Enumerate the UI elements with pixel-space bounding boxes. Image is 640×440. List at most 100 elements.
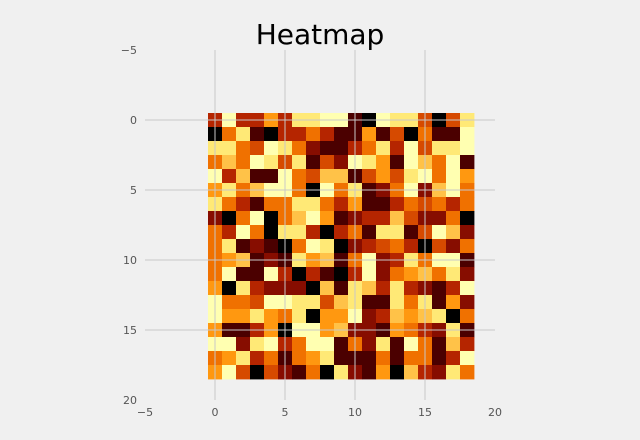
heatmap-cell (446, 365, 461, 380)
heatmap-cell (376, 127, 391, 142)
heatmap-cell (362, 309, 377, 324)
heatmap-cell (390, 309, 405, 324)
heatmap-cell (362, 155, 377, 170)
heatmap-cell (404, 225, 419, 240)
heatmap-cell (292, 155, 307, 170)
heatmap-cell (404, 211, 419, 226)
heatmap-cell (334, 169, 349, 184)
heatmap-cell (334, 351, 349, 366)
heatmap-cell (404, 365, 419, 380)
heatmap-cell (362, 239, 377, 254)
heatmap-cell (376, 225, 391, 240)
heatmap-cell (264, 127, 279, 142)
heatmap-cell (446, 155, 461, 170)
heatmap-cell (404, 267, 419, 282)
heatmap-cell (362, 267, 377, 282)
heatmap-cell (320, 309, 335, 324)
heatmap-cell (460, 295, 475, 310)
heatmap-cell (292, 337, 307, 352)
heatmap-cell (376, 295, 391, 310)
heatmap-cell (236, 351, 251, 366)
x-tick-label: 15 (418, 406, 432, 419)
heatmap-cell (432, 281, 447, 296)
heatmap-cell (320, 281, 335, 296)
heatmap-cell (236, 281, 251, 296)
heatmap-cell (432, 337, 447, 352)
heatmap-cell (250, 225, 265, 240)
heatmap-cell (236, 211, 251, 226)
heatmap-cell (222, 127, 237, 142)
heatmap-cell (236, 197, 251, 212)
heatmap-cell (446, 197, 461, 212)
heatmap-cell (362, 295, 377, 310)
heatmap-cell (390, 337, 405, 352)
heatmap-cell (460, 127, 475, 142)
heatmap-cell (446, 225, 461, 240)
heatmap-cell (404, 351, 419, 366)
x-tick-label: 20 (488, 406, 502, 419)
heatmap-cell (236, 365, 251, 380)
heatmap-cell (404, 295, 419, 310)
x-tick-label: 5 (282, 406, 289, 419)
heatmap-cell (460, 155, 475, 170)
heatmap-cell (446, 295, 461, 310)
heatmap-cell (306, 225, 321, 240)
heatmap-cell (320, 351, 335, 366)
heatmap-cell (264, 337, 279, 352)
heatmap-cell (390, 295, 405, 310)
y-tick-label: 5 (130, 184, 137, 197)
heatmap-cell (460, 351, 475, 366)
heatmap-cell (222, 337, 237, 352)
heatmap-cell (236, 155, 251, 170)
heatmap-cell (250, 295, 265, 310)
heatmap-cell (334, 197, 349, 212)
heatmap-cell (390, 169, 405, 184)
heatmap-cell (306, 295, 321, 310)
heatmap-cell (306, 309, 321, 324)
heatmap-cell (222, 197, 237, 212)
heatmap-cell (292, 127, 307, 142)
heatmap-cell (376, 169, 391, 184)
heatmap-cell (320, 365, 335, 380)
heatmap-cell (376, 365, 391, 380)
heatmap-cell (390, 197, 405, 212)
heatmap-cell (390, 281, 405, 296)
heatmap-cell (376, 197, 391, 212)
heatmap-cell (236, 225, 251, 240)
heatmap-cell (390, 365, 405, 380)
heatmap-cell (250, 127, 265, 142)
heatmap-cell (390, 211, 405, 226)
heatmap-cell (404, 239, 419, 254)
heatmap-cell (446, 281, 461, 296)
heatmap-cell (432, 197, 447, 212)
heatmap-cell (376, 239, 391, 254)
heatmap-cell (404, 169, 419, 184)
heatmap-cell (222, 267, 237, 282)
heatmap-cell (446, 337, 461, 352)
heatmap-cell (250, 141, 265, 156)
heatmap-cell (460, 239, 475, 254)
heatmap-cell (362, 211, 377, 226)
heatmap-cell (222, 351, 237, 366)
y-tick-label: 10 (123, 254, 137, 267)
heatmap-cell (460, 281, 475, 296)
heatmap-cell (292, 267, 307, 282)
chart-title: Heatmap (256, 18, 385, 51)
heatmap-cell (306, 127, 321, 142)
heatmap-cells (208, 113, 475, 380)
heatmap-cell (334, 225, 349, 240)
heatmap-cell (460, 197, 475, 212)
y-axis-ticks: −5 0 5 10 15 20 (121, 44, 137, 407)
heatmap-cell (334, 155, 349, 170)
heatmap-cell (460, 365, 475, 380)
heatmap-cell (250, 337, 265, 352)
heatmap-cell (222, 309, 237, 324)
heatmap-cell (334, 295, 349, 310)
heatmap-cell (334, 141, 349, 156)
heatmap-cell (264, 309, 279, 324)
heatmap-cell (236, 239, 251, 254)
heatmap-cell (432, 211, 447, 226)
heatmap-cell (250, 211, 265, 226)
